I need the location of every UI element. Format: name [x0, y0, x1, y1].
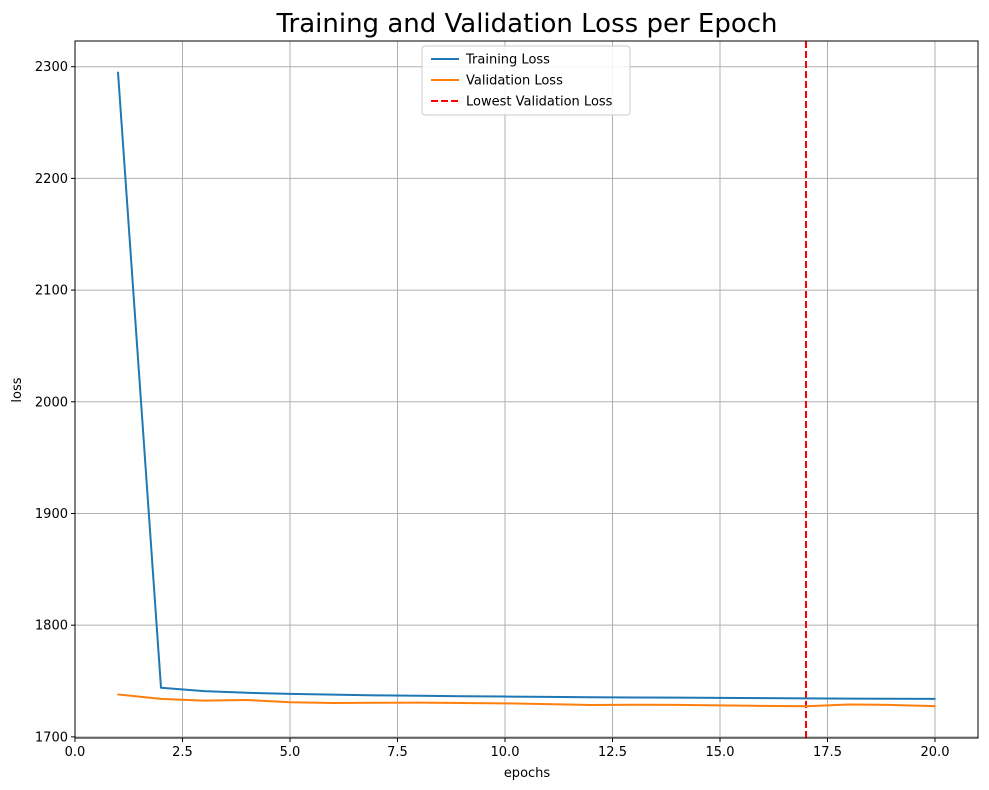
x-tick-label: 12.5	[598, 745, 627, 760]
x-tick-label: 17.5	[813, 745, 842, 760]
training-loss-line	[117, 72, 936, 700]
validation-loss-point	[848, 703, 850, 706]
x-tick-label: 0.0	[65, 745, 86, 760]
x-tick-label: 5.0	[280, 745, 301, 760]
y-axis-ticks: 1700 1800 1900 2000 2100 2200 2300	[35, 60, 75, 745]
training-loss-point	[504, 695, 506, 698]
validation-loss-point	[633, 703, 635, 706]
training-loss-point	[332, 693, 334, 696]
validation-loss-point	[719, 704, 721, 707]
validation-loss-point	[676, 704, 678, 706]
x-tick-label: 20.0	[921, 745, 950, 760]
validation-loss-point	[203, 699, 205, 702]
x-tick-label: 7.5	[387, 745, 408, 760]
training-loss-point	[418, 694, 420, 697]
training-loss-point	[934, 698, 936, 700]
validation-loss-point	[590, 704, 592, 706]
validation-loss-point	[504, 702, 506, 705]
x-axis-label: epochs	[504, 766, 551, 781]
validation-loss-point	[805, 705, 807, 708]
y-tick-label: 2200	[35, 172, 68, 187]
training-loss-point	[762, 697, 764, 699]
training-loss-point	[891, 697, 893, 700]
validation-loss-line	[117, 693, 936, 708]
plot-frame	[74, 40, 979, 739]
legend: Training Loss Validation Loss Lowest Valid…	[421, 45, 631, 116]
training-loss-point	[848, 697, 850, 700]
training-loss-point	[289, 693, 291, 695]
validation-loss-point	[332, 702, 334, 704]
y-tick-label: 2100	[35, 284, 68, 299]
training-loss-point	[590, 696, 592, 699]
legend-label-lowest-validation-loss: Lowest Validation Loss	[466, 95, 613, 110]
validation-loss-point	[891, 704, 893, 706]
training-loss-point	[117, 71, 119, 74]
training-loss-point	[246, 691, 248, 694]
validation-loss-point	[117, 693, 119, 696]
legend-label-validation-loss: Validation Loss	[466, 74, 563, 89]
y-tick-label: 1700	[35, 730, 68, 745]
x-tick-label: 15.0	[706, 745, 735, 760]
validation-loss-point	[547, 703, 549, 705]
validation-loss-point	[418, 701, 420, 704]
training-loss-point	[461, 695, 463, 698]
validation-loss-point	[375, 702, 377, 704]
training-loss-point	[375, 694, 377, 697]
validation-loss-point	[762, 705, 764, 707]
validation-loss-point	[160, 698, 162, 700]
validation-loss-point	[461, 702, 463, 704]
training-loss-point	[160, 686, 162, 689]
x-tick-label: 2.5	[172, 745, 193, 760]
training-loss-point	[676, 696, 678, 699]
grid	[74, 41, 978, 738]
training-loss-point	[633, 696, 635, 699]
validation-loss-point	[289, 701, 291, 704]
training-loss-point	[203, 690, 205, 692]
series-layer	[117, 71, 936, 708]
y-tick-label: 1800	[35, 619, 68, 634]
y-tick-label: 1900	[35, 507, 68, 522]
chart-title: Training and Validation Loss per Epoch	[275, 9, 777, 39]
y-axis-label: loss	[10, 377, 25, 402]
training-loss-point	[547, 696, 549, 698]
x-axis-ticks: 0.0 2.5 5.0 7.5 10.0 12.5 15.0 17.5 20.0	[65, 738, 950, 760]
y-tick-label: 2000	[35, 395, 68, 410]
training-loss-point	[805, 697, 807, 700]
validation-loss-point	[934, 705, 936, 707]
training-loss-point	[719, 697, 721, 699]
legend-box	[421, 45, 631, 116]
validation-loss-point	[246, 699, 248, 701]
y-tick-label: 2300	[35, 60, 68, 75]
legend-label-training-loss: Training Loss	[465, 53, 550, 68]
x-tick-label: 10.0	[491, 745, 520, 760]
legend-entries: Training Loss Validation Loss Lowest Valid…	[431, 53, 613, 110]
